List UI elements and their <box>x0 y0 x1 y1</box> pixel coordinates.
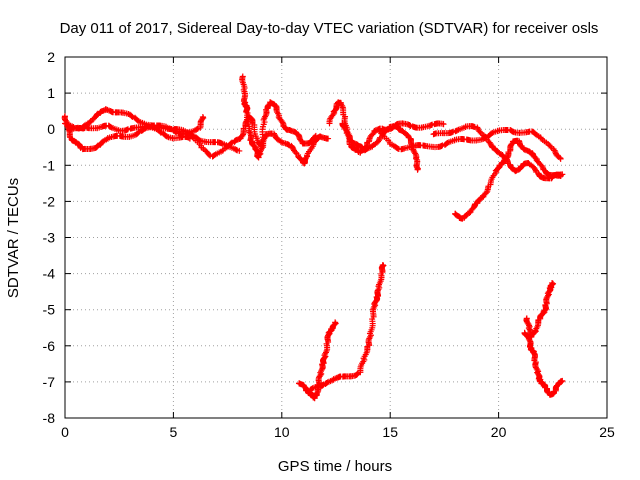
data-point <box>279 119 286 126</box>
y-tick-label: 2 <box>47 49 55 65</box>
series-arc1 <box>61 113 193 153</box>
x-tick-label: 15 <box>382 424 398 440</box>
data-point <box>532 166 539 173</box>
data-point <box>194 126 201 133</box>
data-point <box>379 261 386 268</box>
data-point <box>206 151 213 158</box>
data-point <box>476 128 483 135</box>
data-point <box>412 150 419 157</box>
x-tick-label: 20 <box>491 424 507 440</box>
series-arc5 <box>239 73 319 161</box>
y-tick-label: 0 <box>47 121 55 137</box>
series-arc12 <box>306 261 387 394</box>
series-arc3 <box>66 122 243 154</box>
x-tick-label: 5 <box>170 424 178 440</box>
data-point <box>332 319 339 326</box>
x-tick-label: 25 <box>599 424 615 440</box>
data-points <box>61 73 566 402</box>
data-point <box>312 133 319 140</box>
data-point <box>239 132 246 139</box>
data-point <box>549 279 556 286</box>
y-tick-label: -1 <box>43 157 56 173</box>
y-tick-label: -8 <box>43 410 56 426</box>
data-point <box>413 155 420 162</box>
data-point <box>324 379 331 386</box>
series-arc7 <box>339 120 447 156</box>
data-point <box>129 113 136 120</box>
y-tick-label: 1 <box>47 85 55 101</box>
x-tick-label: 0 <box>61 424 69 440</box>
data-point <box>107 123 114 130</box>
y-tick-label: -7 <box>43 374 56 390</box>
data-point <box>483 189 490 196</box>
data-point <box>243 108 250 115</box>
ticks: 0 5 10 15 20 25 -8 -7 -6 -5 -4 -3 -2 -1 0 1 2 <box>43 49 615 440</box>
y-tick-label: -6 <box>43 338 56 354</box>
y-tick-label: -2 <box>43 193 56 209</box>
data-point <box>277 138 284 145</box>
chart-title: Day 011 of 2017, Sidereal Day-to-day VTE… <box>60 20 599 37</box>
data-point <box>135 129 142 136</box>
series-arc13 <box>521 329 566 398</box>
series-arc11 <box>296 319 339 402</box>
data-point <box>440 121 447 128</box>
y-tick-label: -5 <box>43 302 56 318</box>
y-tick-label: -4 <box>43 266 56 282</box>
data-point <box>128 113 135 120</box>
data-point <box>550 280 557 287</box>
data-point <box>557 155 564 162</box>
data-point <box>312 132 319 139</box>
x-tick-label: 10 <box>274 424 290 440</box>
data-point <box>535 159 542 166</box>
data-point <box>227 140 234 147</box>
data-point <box>559 377 566 384</box>
x-axis-label: GPS time / hours <box>278 458 392 475</box>
data-point <box>325 135 332 142</box>
data-point <box>534 158 541 165</box>
y-tick-label: -3 <box>43 230 56 246</box>
series-arc10 <box>452 137 564 222</box>
data-point <box>557 173 564 180</box>
data-point <box>199 113 206 120</box>
data-point <box>236 147 243 154</box>
grid <box>65 57 607 418</box>
y-axis-label: SDTVAR / TECUs <box>5 178 22 298</box>
series-arc14 <box>523 279 557 341</box>
data-point <box>414 166 421 173</box>
data-point <box>308 385 315 392</box>
